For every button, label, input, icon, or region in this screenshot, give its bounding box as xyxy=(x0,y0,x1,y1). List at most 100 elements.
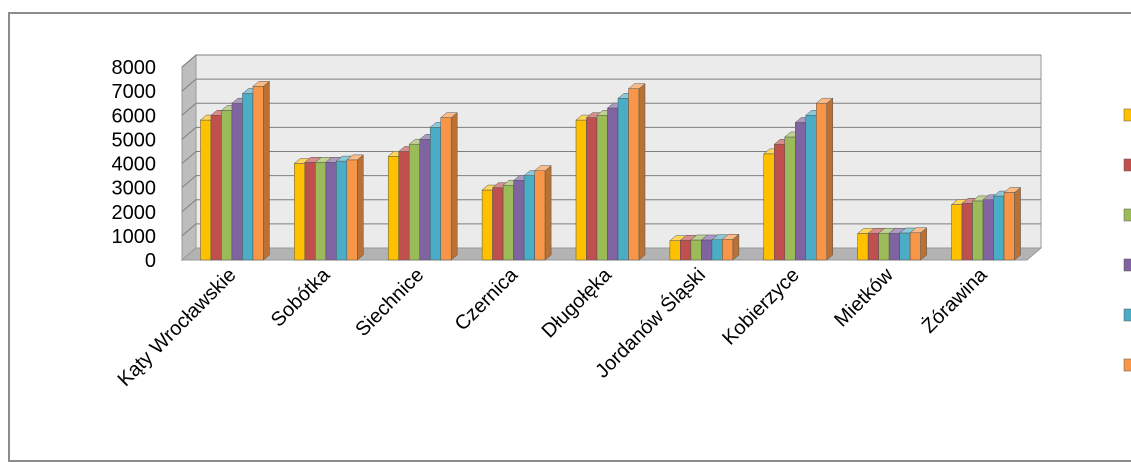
bar xyxy=(909,227,928,261)
gridline xyxy=(181,151,1041,164)
bar xyxy=(1003,186,1022,261)
bar-front xyxy=(628,88,640,261)
bar-side xyxy=(638,83,646,261)
y-tick-label: 5000 xyxy=(112,129,157,151)
bar-front xyxy=(982,199,994,261)
bar-front xyxy=(607,107,619,261)
bar-top xyxy=(533,165,552,171)
bar-front xyxy=(617,98,629,261)
y-tick-label: 0 xyxy=(145,250,156,272)
bar xyxy=(252,80,271,261)
bar xyxy=(627,83,646,261)
bar-front xyxy=(857,233,869,261)
bar-top xyxy=(346,154,365,161)
bar-front xyxy=(899,232,911,261)
gridline xyxy=(181,223,1041,237)
bar-top xyxy=(440,112,458,118)
bar-side xyxy=(920,227,927,261)
bar-front xyxy=(722,239,734,261)
bar-front xyxy=(419,139,431,261)
legend-marker xyxy=(1123,158,1131,172)
bars xyxy=(199,80,1022,261)
bar xyxy=(440,112,458,261)
legend xyxy=(1123,108,1131,372)
bar-front xyxy=(502,184,514,261)
legend-marker xyxy=(1123,108,1131,122)
bar-front xyxy=(690,239,702,261)
y-tick-label: 3000 xyxy=(112,178,157,200)
bar-top xyxy=(909,227,928,233)
gridline xyxy=(181,175,1041,189)
bar-front xyxy=(325,162,337,261)
bar-front xyxy=(805,115,817,261)
legend-marker xyxy=(1123,308,1131,322)
bar-side xyxy=(826,97,834,261)
y-tick-label: 4000 xyxy=(112,154,157,176)
bar-front xyxy=(210,115,222,261)
bar-front xyxy=(669,240,681,261)
bar-front xyxy=(336,160,348,261)
bar-top xyxy=(1003,187,1022,193)
bar-front xyxy=(429,127,441,261)
bar-side xyxy=(450,112,458,261)
bar-front xyxy=(252,86,264,261)
x-category-label: Długołęka xyxy=(538,263,617,342)
y-tick-label: 1000 xyxy=(112,226,157,248)
x-category-label: Kobierzyce xyxy=(718,264,804,350)
bar-side xyxy=(1014,186,1021,261)
bar-front xyxy=(784,136,796,261)
bar xyxy=(346,154,365,261)
bar-front xyxy=(513,180,525,261)
bar-front xyxy=(909,232,921,261)
legend-marker xyxy=(1123,258,1131,272)
gridline xyxy=(181,54,1041,68)
bar-front xyxy=(795,122,807,261)
x-category-label: Siechnice xyxy=(351,264,428,341)
bar-front xyxy=(231,102,243,261)
bar-front xyxy=(304,162,316,261)
legend-marker xyxy=(1123,358,1131,372)
bar-front xyxy=(315,162,327,261)
bar-front xyxy=(680,239,692,261)
bar-front xyxy=(993,195,1005,261)
bar-front xyxy=(440,117,452,261)
bar-front xyxy=(951,204,963,261)
bar-front xyxy=(774,143,786,261)
gridline xyxy=(181,199,1041,213)
y-tick-label: 2000 xyxy=(112,202,157,224)
bar-front xyxy=(346,159,358,261)
bar xyxy=(721,233,740,261)
bar-top xyxy=(252,81,271,87)
bar-front xyxy=(763,153,775,261)
bar-side xyxy=(357,154,364,261)
bar-front xyxy=(596,115,608,261)
bar-front xyxy=(701,239,713,261)
bar-front xyxy=(523,175,535,261)
bar-front xyxy=(878,232,890,261)
bar xyxy=(533,165,552,261)
bar-front xyxy=(972,200,984,261)
bar-front xyxy=(242,93,254,261)
bar-front xyxy=(387,156,399,261)
bar-front xyxy=(867,232,879,261)
bar-front xyxy=(1003,192,1015,261)
bar-front xyxy=(888,232,900,261)
gridline xyxy=(181,126,1041,140)
bar-front xyxy=(200,119,212,261)
bar-front xyxy=(221,110,233,261)
bar-front xyxy=(586,117,598,261)
y-tick-label: 7000 xyxy=(112,81,157,103)
bar-front xyxy=(398,151,410,261)
bar xyxy=(815,97,834,261)
gridline xyxy=(181,102,1041,116)
x-category-label: Sobótka xyxy=(267,263,335,331)
bar-top xyxy=(721,234,740,240)
bar-top xyxy=(815,97,834,104)
bar-front xyxy=(534,170,546,261)
bar-front xyxy=(294,163,306,261)
y-tick-label: 6000 xyxy=(112,105,157,127)
bar-front xyxy=(492,187,504,261)
gridlines xyxy=(181,54,1041,237)
x-category-label: Czernica xyxy=(451,263,523,335)
